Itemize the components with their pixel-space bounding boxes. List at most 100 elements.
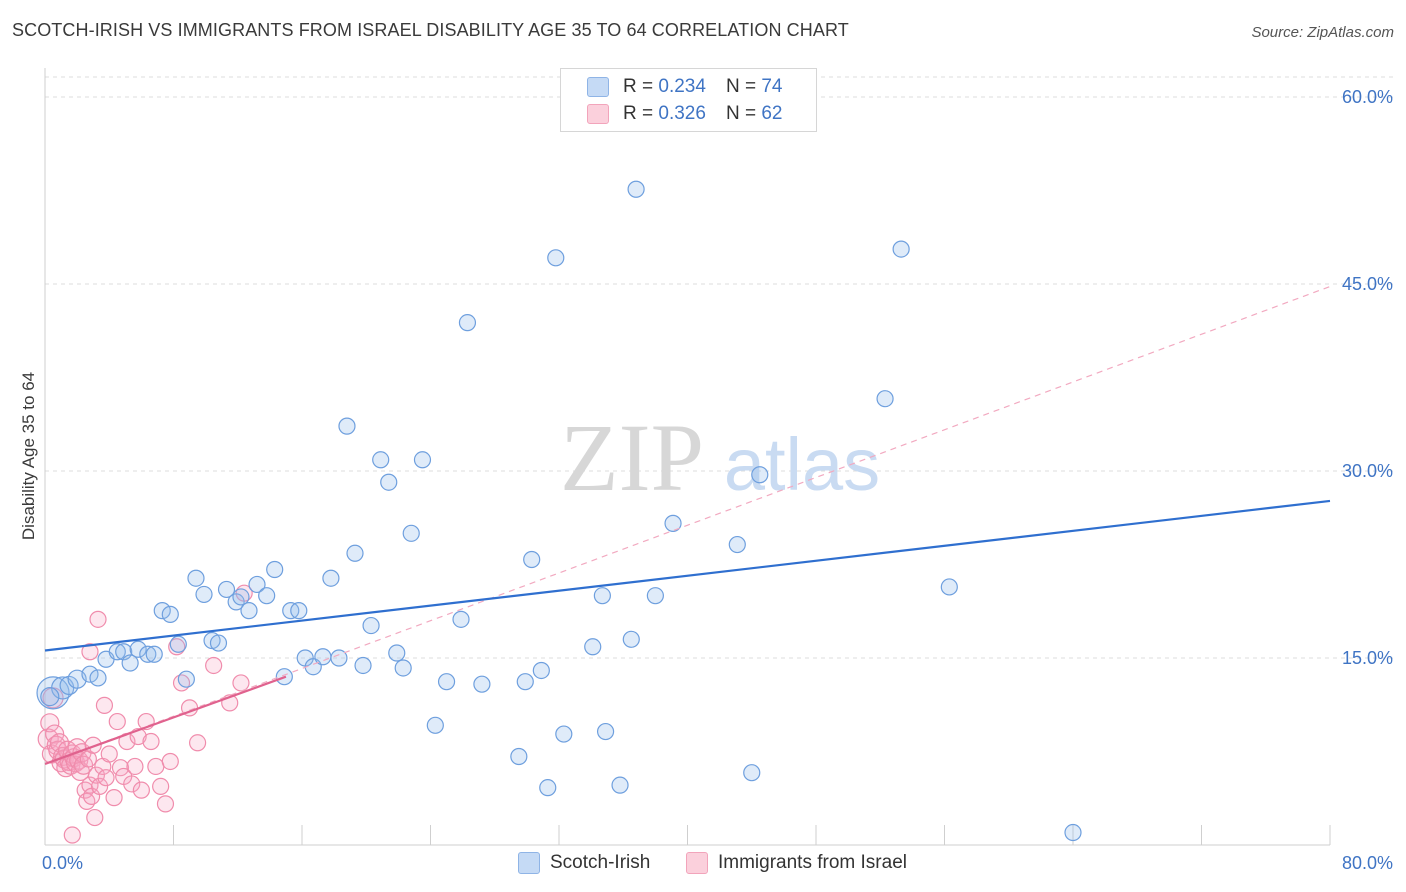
point-scotch-irish: [161, 605, 179, 623]
point-scotch-irish: [169, 635, 187, 653]
point-israel: [126, 757, 144, 776]
trend-line-israel-extended: [44, 285, 1331, 765]
legend-n-value: 62: [761, 103, 783, 124]
point-scotch-irish: [402, 524, 420, 542]
point-scotch-irish: [240, 602, 258, 620]
point-scotch-irish: [516, 673, 534, 691]
point-israel: [97, 769, 115, 787]
point-israel: [89, 610, 107, 628]
point-israel: [105, 789, 123, 807]
point-scotch-irish: [473, 675, 491, 693]
point-israel: [63, 826, 81, 844]
point-scotch-irish: [217, 580, 236, 599]
point-scotch-irish: [380, 473, 398, 491]
point-israel: [147, 757, 165, 776]
legend-r-value: 0.234: [658, 76, 706, 97]
legend-n-label: N =: [725, 76, 757, 97]
watermark-atlas: atlas: [724, 423, 880, 506]
point-scotch-irish: [362, 616, 380, 635]
bottom-legend-israel: Immigrants from Israel: [686, 852, 907, 874]
point-scotch-irish: [290, 602, 308, 620]
point-scotch-irish: [394, 659, 412, 677]
point-israel: [152, 777, 170, 796]
point-israel: [123, 775, 141, 793]
point-scotch-irish: [338, 417, 356, 435]
tick-labels: 15.0% 30.0% 45.0% 60.0% 0.0% 80.0%: [42, 87, 1393, 873]
point-scotch-irish: [940, 578, 958, 596]
legend-row-scotch-irish: R = 0.234 N = 74: [587, 74, 782, 100]
point-scotch-irish: [266, 560, 284, 579]
point-scotch-irish: [532, 661, 550, 680]
point-scotch-irish: [330, 649, 348, 667]
point-scotch-irish: [388, 644, 406, 662]
point-scotch-irish: [89, 669, 107, 687]
legend-label: Immigrants from Israel: [718, 852, 907, 873]
legend-n-value: 74: [761, 76, 783, 97]
point-scotch-irish: [153, 602, 171, 620]
legend-label: Scotch-Irish: [550, 852, 651, 873]
point-scotch-irish: [40, 687, 60, 707]
point-scotch-irish: [139, 645, 157, 663]
point-scotch-irish: [209, 634, 228, 652]
legend-r-label: R =: [623, 103, 654, 124]
legend-swatch-blue: [587, 77, 609, 97]
point-scotch-irish: [81, 665, 99, 683]
point-scotch-irish: [322, 569, 340, 587]
point-scotch-irish: [187, 569, 205, 587]
point-scotch-irish: [346, 544, 364, 562]
point-israel: [205, 656, 223, 675]
source-label: Source: ZipAtlas.com: [1251, 24, 1394, 41]
point-scotch-irish: [437, 673, 456, 691]
point-scotch-irish: [751, 466, 769, 484]
y-tick-label: 30.0%: [1342, 461, 1393, 481]
point-scotch-irish: [145, 645, 163, 663]
point-scotch-irish: [195, 585, 213, 604]
legend-row-israel: R = 0.326 N = 62: [587, 101, 782, 127]
point-israel: [78, 792, 96, 810]
point-scotch-irish: [627, 180, 645, 198]
point-scotch-irish: [258, 587, 276, 605]
point-scotch-irish: [458, 314, 477, 332]
point-israel: [142, 732, 160, 751]
point-scotch-irish: [539, 779, 557, 797]
point-scotch-irish: [108, 643, 126, 661]
point-scotch-irish: [129, 640, 147, 658]
point-scotch-irish: [248, 575, 266, 594]
point-scotch-irish: [121, 654, 139, 672]
legend-swatch-pink: [686, 852, 708, 874]
point-scotch-irish: [413, 451, 432, 469]
trend-line-scotch-irish: [44, 499, 1331, 652]
chart-title: SCOTCH-IRISH VS IMMIGRANTS FROM ISRAEL D…: [12, 20, 849, 40]
trend-line-israel: [44, 675, 287, 766]
axes: [44, 68, 1331, 846]
point-scotch-irish: [177, 670, 195, 688]
point-scotch-irish: [232, 588, 250, 606]
x-tick-label: 80.0%: [1342, 853, 1393, 873]
point-scotch-irish: [646, 587, 664, 605]
point-scotch-irish: [354, 656, 372, 675]
point-israel: [188, 734, 207, 752]
bottom-legend-scotch-irish: Scotch-Irish: [518, 852, 650, 874]
point-scotch-irish: [1064, 823, 1082, 842]
point-israel: [161, 752, 179, 771]
point-scotch-irish: [584, 638, 602, 656]
point-scotch-irish: [593, 587, 611, 605]
point-israel: [81, 643, 99, 661]
legend-n-label: N =: [725, 103, 757, 124]
point-scotch-irish: [596, 722, 615, 741]
legend-swatch-blue: [518, 852, 540, 874]
point-israel: [111, 759, 130, 777]
stats-legend: R = 0.234 N = 74 R = 0.326 N = 62: [560, 68, 817, 132]
point-israel: [232, 674, 250, 692]
point-israel: [40, 713, 60, 733]
watermark-zip: ZIP: [560, 404, 704, 511]
point-scotch-irish: [452, 610, 470, 628]
y-tick-label: 45.0%: [1342, 274, 1393, 294]
point-israel: [156, 795, 175, 813]
point-scotch-irish: [227, 593, 245, 611]
point-scotch-irish: [892, 240, 910, 258]
point-scotch-irish: [372, 451, 390, 469]
point-israel: [95, 696, 114, 714]
point-israel: [86, 808, 104, 827]
